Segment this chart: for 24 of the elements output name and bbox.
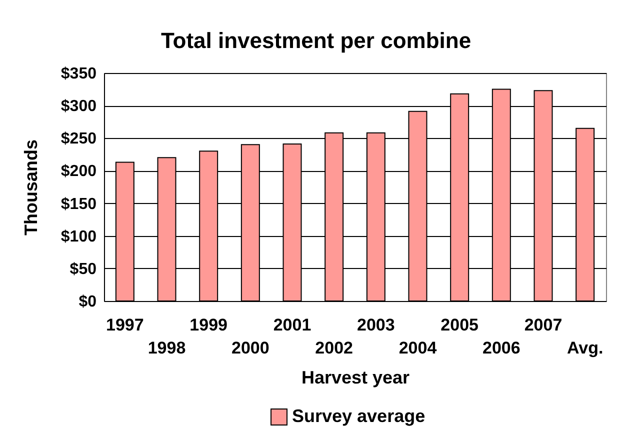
y-tick-label: $150	[60, 196, 97, 213]
x-tick-label: 1997	[106, 316, 144, 334]
x-tick-label: 2002	[315, 338, 353, 358]
x-tick-label: 2006	[482, 338, 520, 358]
y-tick-label: $250	[60, 130, 97, 148]
x-tick-label: 2007	[524, 316, 562, 334]
y-tick-label: $350	[60, 66, 97, 82]
y-axis-title: Thousands	[20, 139, 41, 236]
x-tick-label: 2000	[232, 338, 270, 358]
y-tick-label: $200	[60, 163, 97, 180]
x-tick-label: 2001	[273, 316, 312, 334]
x-tick-label: 1998	[148, 338, 186, 358]
y-tick-label: $50	[70, 260, 97, 278]
y-tick-label: $100	[60, 228, 97, 246]
x-tick-label: 2003	[357, 316, 395, 334]
x-tick-label: 1999	[190, 316, 228, 334]
y-tick-label: $0	[78, 294, 97, 310]
x-tick-label: 2004	[398, 338, 438, 358]
chart-title: Total investment per combine	[160, 28, 472, 53]
legend-label: Survey average	[292, 406, 426, 426]
x-tick-label: Avg.	[566, 338, 604, 358]
x-tick-label: 2005	[440, 316, 478, 334]
y-tick-label: $300	[60, 98, 97, 116]
x-axis-title: Harvest year	[301, 368, 410, 388]
